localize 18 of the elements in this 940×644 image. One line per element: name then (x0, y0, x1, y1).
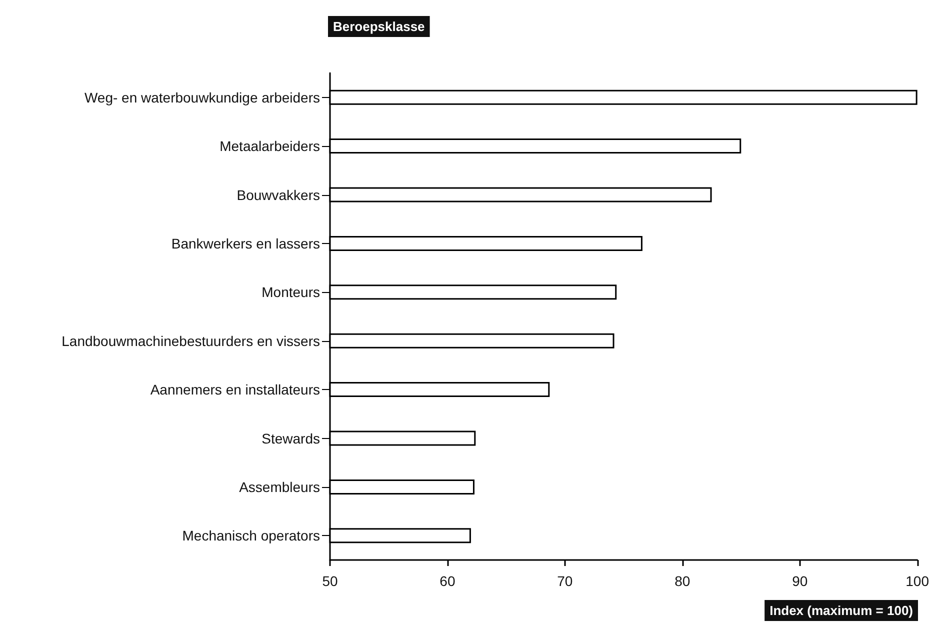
x-tick-label: 100 (906, 573, 930, 589)
x-tick-label: 60 (440, 573, 456, 589)
x-axis-title: Index (maximum = 100) (770, 603, 914, 618)
y-tick-label: Bouwvakkers (236, 186, 320, 203)
y-tick-label: Mechanisch operators (182, 528, 320, 544)
x-tick-label: 50 (322, 573, 338, 589)
y-tick-label: Assembleurs (239, 478, 320, 495)
y-tick-label: Weg- en waterbouwkundige arbeiders (84, 89, 320, 106)
y-axis-title: Beroepsklasse (333, 19, 425, 34)
y-tick-label: Metaalarbeiders (220, 138, 320, 154)
y-tick-label: Stewards (262, 430, 320, 446)
y-tick-label: Monteurs (262, 284, 320, 300)
y-tick-label: Bankwerkers en lassers (171, 235, 320, 252)
x-tick-label: 80 (674, 573, 690, 589)
x-tick-label: 90 (792, 573, 808, 589)
x-tick-label: 70 (557, 573, 573, 589)
y-tick-label: Aannemers en installateurs (150, 382, 320, 398)
y-tick-label: Landbouwmachinebestuurders en vissers (62, 332, 320, 349)
